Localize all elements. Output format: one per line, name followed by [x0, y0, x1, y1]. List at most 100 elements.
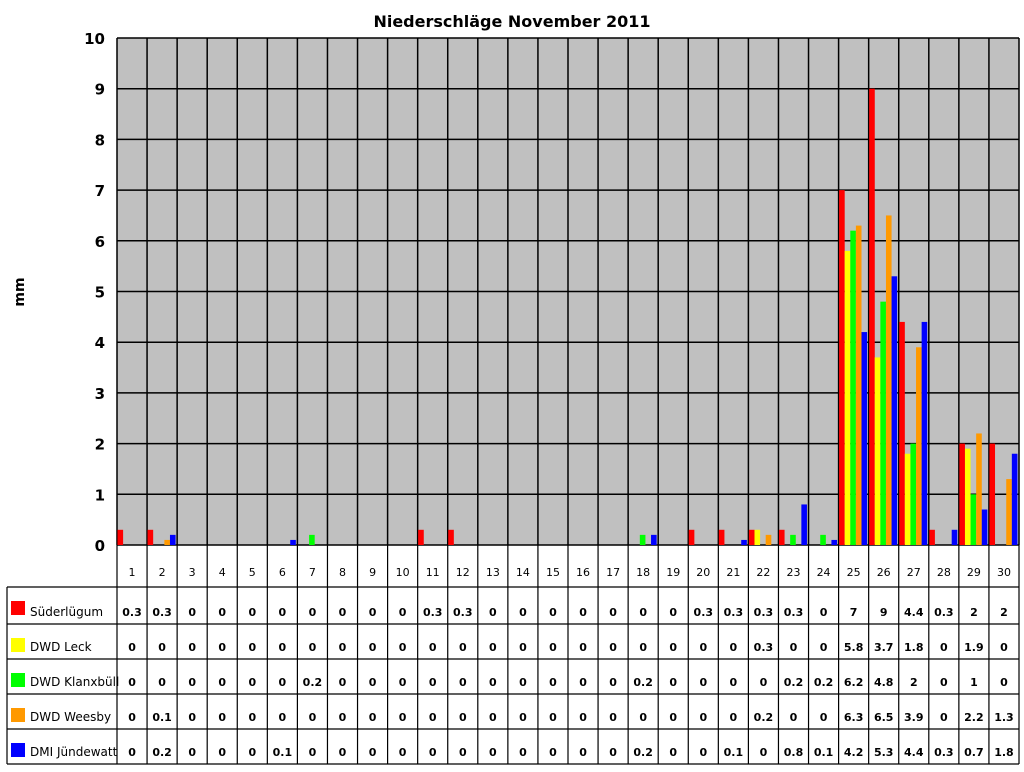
x-tick-label: 26 — [877, 566, 891, 579]
bar-dmi-jündewatt-day-18 — [651, 534, 657, 545]
legend-swatch — [11, 673, 25, 687]
bar-dwd-weesby-day-30 — [1006, 479, 1012, 545]
table-cell: 3.9 — [904, 711, 924, 724]
table-cell: 0 — [609, 606, 617, 619]
table-cell: 0 — [940, 711, 948, 724]
y-tick-label: 1 — [95, 486, 105, 504]
x-tick-label: 13 — [486, 566, 500, 579]
bar-dwd-klanxbüll-day-24 — [820, 534, 826, 545]
table-cell: 0 — [188, 676, 196, 689]
table-cell: 0 — [128, 711, 136, 724]
table-cell: 0.3 — [694, 606, 714, 619]
table-cell: 0 — [699, 676, 707, 689]
table-cell: 0 — [459, 676, 467, 689]
table-cell: 0 — [339, 641, 347, 654]
table-cell: 0 — [790, 711, 798, 724]
bar-süderlügum-day-20 — [688, 529, 695, 545]
table-cell: 0 — [429, 746, 437, 759]
bar-dmi-jündewatt-day-29 — [981, 509, 988, 545]
bar-dmi-jündewatt-day-23 — [801, 504, 807, 545]
table-cell: 0 — [309, 746, 317, 759]
bar-dmi-jündewatt-day-30 — [1011, 453, 1018, 545]
table-cell: 0 — [549, 606, 557, 619]
bar-süderlügum-day-1 — [117, 529, 124, 545]
table-cell: 0.1 — [273, 746, 293, 759]
x-tick-label: 16 — [576, 566, 590, 579]
table-cell: 0 — [399, 606, 407, 619]
table-cell: 0 — [459, 746, 467, 759]
table-cell: 0 — [549, 676, 557, 689]
table-cell: 0 — [609, 676, 617, 689]
table-cell: 0 — [369, 746, 377, 759]
table-cell: 0 — [459, 641, 467, 654]
x-tick-label: 4 — [219, 566, 226, 579]
table-cell: 0 — [669, 746, 677, 759]
table-cell: 0 — [279, 641, 287, 654]
table-cell: 3.7 — [874, 641, 894, 654]
table-cell: 0 — [549, 746, 557, 759]
x-tick-label: 20 — [696, 566, 710, 579]
legend-label: DMI Jündewatt — [30, 745, 118, 759]
y-tick-label: 6 — [95, 233, 105, 251]
x-tick-label: 12 — [456, 566, 470, 579]
bar-dwd-leck-day-26 — [874, 357, 881, 545]
table-cell: 0 — [579, 641, 587, 654]
bar-dmi-jündewatt-day-21 — [741, 539, 747, 545]
table-cell: 0 — [399, 676, 407, 689]
table-cell: 0 — [489, 746, 497, 759]
table-cell: 0 — [188, 746, 196, 759]
x-tick-label: 8 — [339, 566, 346, 579]
bar-süderlügum-day-30 — [989, 443, 996, 545]
x-tick-label: 25 — [847, 566, 861, 579]
table-cell: 0 — [248, 641, 256, 654]
table-cell: 0 — [609, 641, 617, 654]
table-cell: 0 — [730, 676, 738, 689]
y-tick-label: 8 — [95, 131, 105, 149]
x-tick-label: 29 — [967, 566, 981, 579]
table-cell: 0.2 — [633, 746, 653, 759]
bar-dwd-weesby-day-26 — [885, 215, 892, 545]
bar-dwd-leck-day-27 — [904, 453, 911, 545]
x-tick-label: 24 — [817, 566, 831, 579]
table-cell: 0 — [489, 711, 497, 724]
table-cell: 0.1 — [152, 711, 172, 724]
table-cell: 1.3 — [994, 711, 1014, 724]
bar-dwd-klanxbüll-day-26 — [880, 301, 886, 545]
table-cell: 0 — [248, 606, 256, 619]
table-cell: 0 — [579, 606, 587, 619]
y-tick-label: 7 — [95, 182, 105, 200]
table-cell: 5.3 — [874, 746, 894, 759]
table-cell: 0 — [279, 711, 287, 724]
bar-dwd-weesby-day-2 — [164, 539, 170, 545]
table-cell: 0.2 — [303, 676, 323, 689]
x-tick-label: 21 — [726, 566, 740, 579]
table-cell: 2 — [1000, 606, 1008, 619]
y-tick-label: 9 — [95, 81, 105, 99]
bar-süderlügum-day-12 — [448, 529, 454, 545]
table-cell: 0.3 — [754, 641, 774, 654]
x-tick-label: 10 — [396, 566, 410, 579]
x-tick-label: 17 — [606, 566, 620, 579]
y-tick-label: 3 — [95, 385, 105, 403]
table-cell: 0 — [1000, 676, 1008, 689]
x-tick-label: 30 — [997, 566, 1011, 579]
bar-süderlügum-day-11 — [418, 529, 424, 545]
table-cell: 0 — [820, 711, 828, 724]
table-cell: 0 — [369, 676, 377, 689]
table-cell: 0 — [609, 746, 617, 759]
table-cell: 0 — [158, 641, 166, 654]
table-cell: 0.2 — [784, 676, 804, 689]
table-cell: 0 — [429, 711, 437, 724]
table-cell: 0.3 — [934, 606, 954, 619]
x-tick-label: 27 — [907, 566, 921, 579]
table-cell: 0 — [820, 606, 828, 619]
legend-label: Süderlügum — [30, 605, 103, 619]
table-cell: 0 — [940, 676, 948, 689]
y-axis-label: mm — [12, 277, 28, 306]
x-tick-label: 5 — [249, 566, 256, 579]
table-cell: 0 — [519, 641, 527, 654]
table-cell: 0 — [699, 711, 707, 724]
table-cell: 0 — [128, 641, 136, 654]
table-cell: 0 — [158, 676, 166, 689]
bar-süderlügum-day-21 — [718, 529, 725, 545]
